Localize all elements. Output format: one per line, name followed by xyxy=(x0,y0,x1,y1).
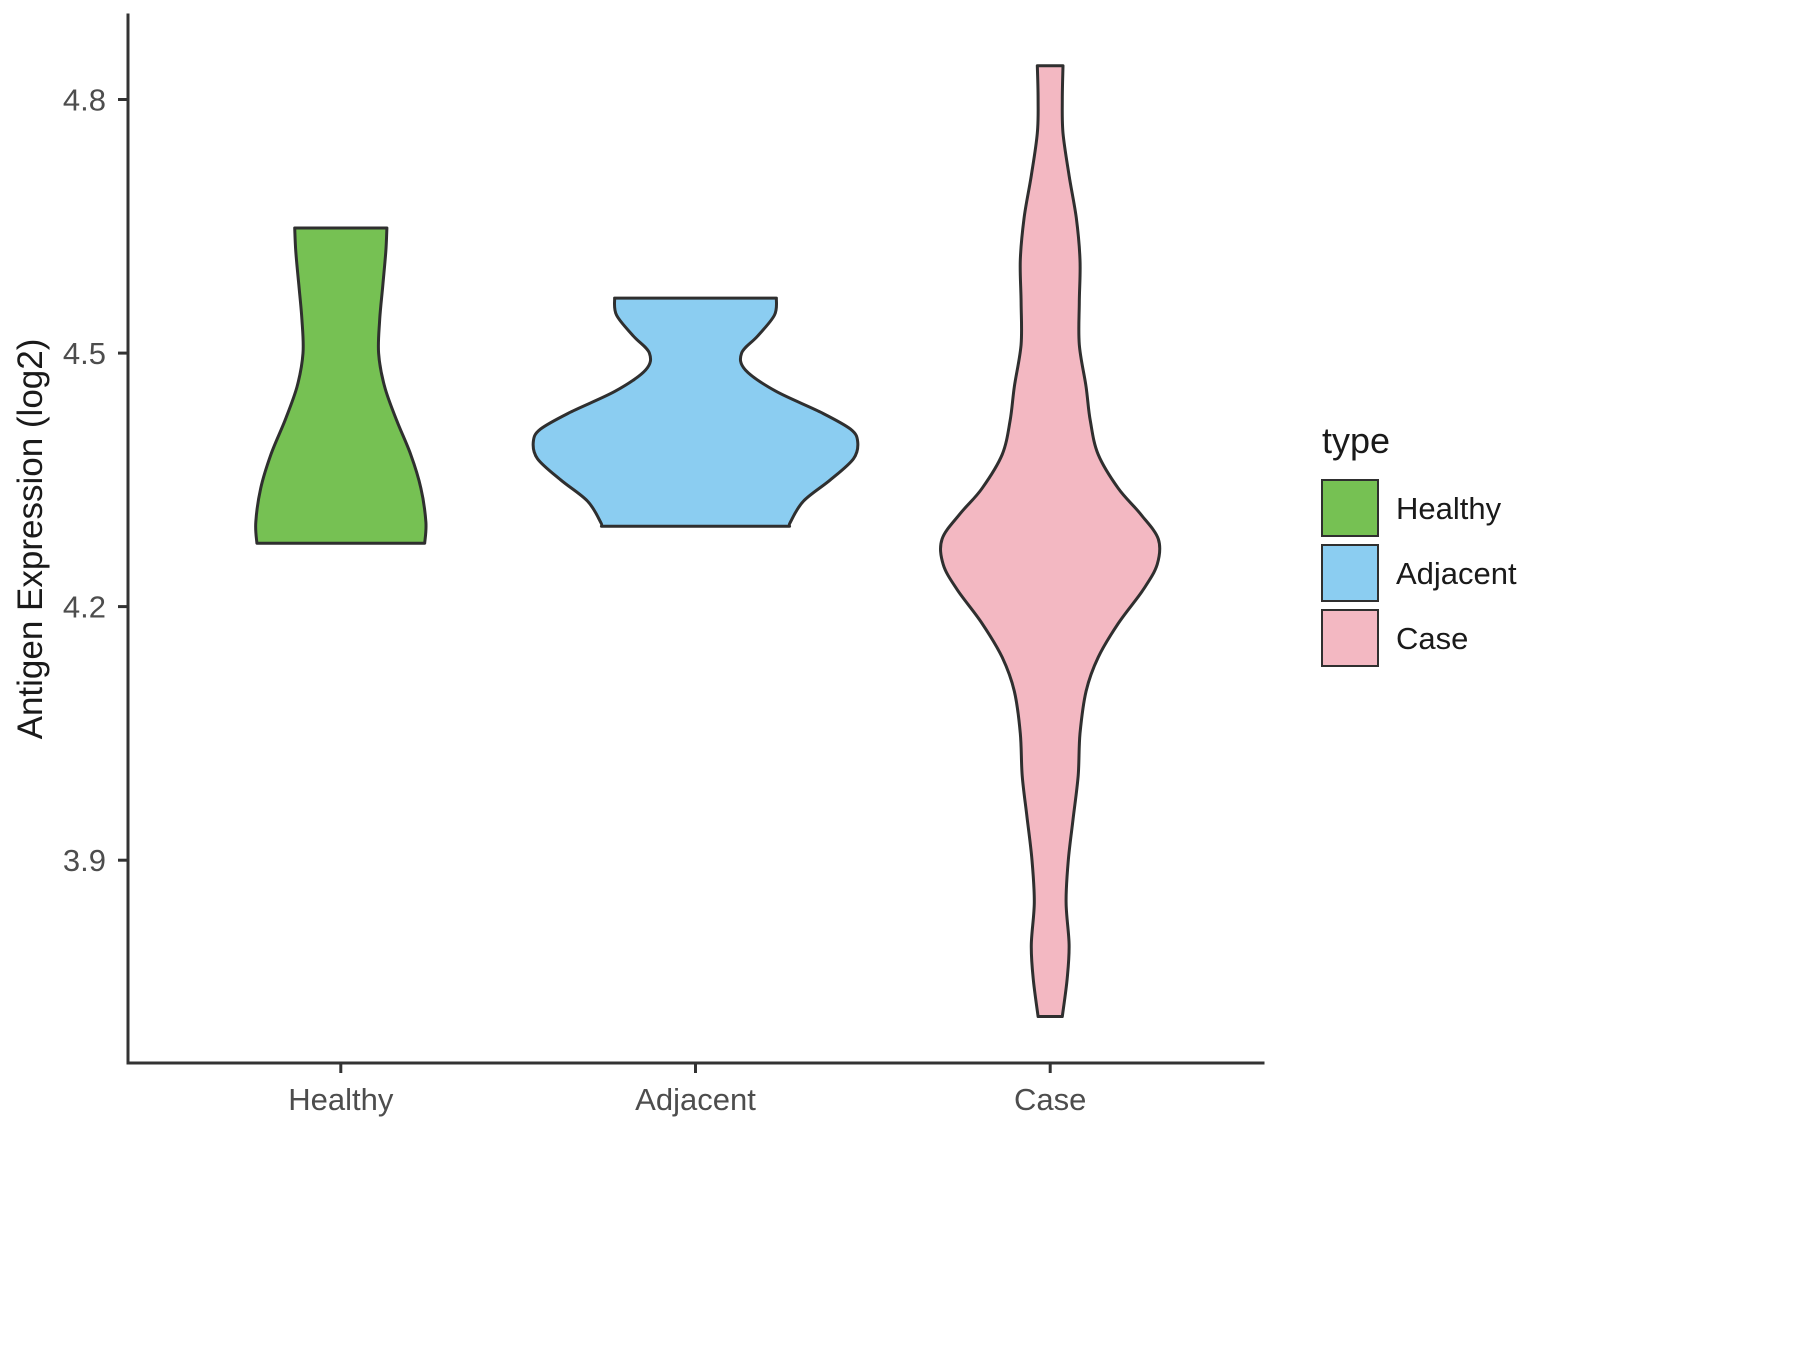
violin-healthy xyxy=(254,226,428,545)
legend-label-adjacent: Adjacent xyxy=(1396,556,1517,591)
legend-key-adjacent xyxy=(1321,544,1379,602)
y-tick-label: 4.5 xyxy=(63,336,106,371)
violin-adjacent xyxy=(531,296,860,528)
y-tick-label: 3.9 xyxy=(63,843,106,878)
legend-key-healthy xyxy=(1321,479,1379,537)
y-axis-title: Antigen Expression (log2) xyxy=(11,339,50,740)
y-tick-label: 4.2 xyxy=(63,590,106,625)
legend-label-case: Case xyxy=(1396,621,1468,656)
legend-label-healthy: Healthy xyxy=(1396,491,1502,526)
legend-title: type xyxy=(1322,420,1390,461)
x-tick-label: Adjacent xyxy=(635,1082,756,1117)
x-tick-label: Healthy xyxy=(288,1082,394,1117)
x-tick-label: Case xyxy=(1014,1082,1086,1117)
legend-key-case xyxy=(1321,609,1379,667)
y-tick-label: 4.8 xyxy=(63,83,106,118)
violin-case xyxy=(939,64,1162,1018)
